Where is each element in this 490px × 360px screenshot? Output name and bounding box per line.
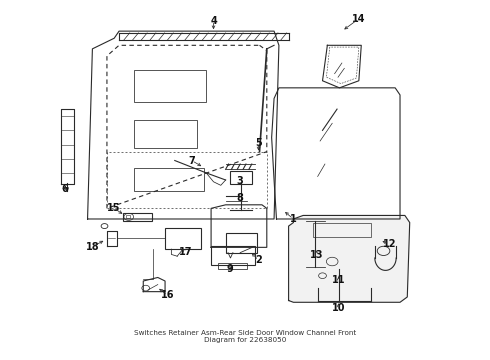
Bar — [165, 228, 201, 249]
Polygon shape — [289, 215, 410, 302]
Bar — [123, 213, 152, 221]
Text: 14: 14 — [352, 14, 366, 24]
Text: 4: 4 — [210, 15, 217, 26]
Bar — [230, 171, 252, 184]
Text: 6: 6 — [61, 184, 68, 194]
Text: Diagram for 22638050: Diagram for 22638050 — [204, 337, 286, 343]
Text: 9: 9 — [226, 264, 233, 274]
Text: 18: 18 — [86, 242, 99, 252]
Text: 12: 12 — [383, 239, 396, 249]
Text: 11: 11 — [332, 275, 345, 285]
Bar — [126, 215, 130, 218]
Text: 5: 5 — [255, 138, 262, 148]
Bar — [225, 233, 257, 253]
Bar — [134, 168, 204, 191]
Bar — [211, 246, 255, 265]
Bar — [313, 222, 371, 237]
Text: 8: 8 — [237, 193, 244, 203]
Text: 7: 7 — [188, 156, 195, 166]
Text: 13: 13 — [310, 250, 323, 260]
Text: 16: 16 — [161, 290, 174, 300]
Text: Switches Retainer Asm-Rear Side Door Window Channel Front: Switches Retainer Asm-Rear Side Door Win… — [134, 330, 356, 336]
Text: 15: 15 — [106, 203, 120, 213]
Text: 3: 3 — [237, 176, 244, 186]
Bar — [219, 263, 247, 269]
Text: 10: 10 — [332, 303, 345, 312]
Text: 1: 1 — [290, 214, 297, 224]
Bar — [134, 120, 196, 148]
Bar — [134, 70, 206, 102]
Text: 17: 17 — [179, 247, 193, 257]
Text: 2: 2 — [255, 256, 262, 265]
